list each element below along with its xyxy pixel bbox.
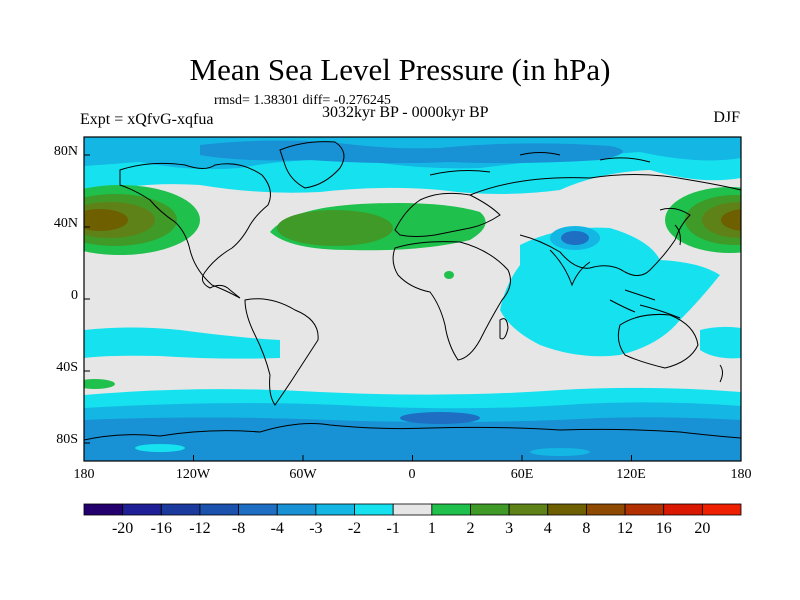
colorbar-swatch (199, 503, 239, 516)
colorbar-label: -12 (189, 520, 211, 537)
colorbar-label: -3 (309, 520, 323, 537)
south-pacific-positive (84, 379, 115, 389)
n-pacific-high-right-core (721, 209, 741, 231)
lon-label-180w: 180 (73, 467, 95, 482)
colorbar-swatch (315, 503, 355, 516)
south-america-coast (244, 298, 319, 406)
india-coast (549, 249, 591, 287)
colorbar-swatch (160, 503, 201, 516)
africa-coast (392, 241, 511, 361)
colorbar-label: 16 (655, 520, 672, 537)
colorbar (83, 503, 742, 516)
colorbar-swatch (83, 503, 124, 516)
colorbar-swatch (508, 503, 549, 516)
experiment-label: Expt = xQfvG-xqfua (80, 111, 214, 128)
colorbar-swatch (122, 503, 162, 516)
antarctic-negative-core (400, 412, 480, 424)
colorbar-label: -1 (386, 520, 400, 537)
lat-label-40s: 40S (56, 360, 78, 375)
colorbar-label: 20 (694, 520, 711, 537)
lon-label-120w: 120W (175, 467, 211, 482)
antarctica-coast (84, 423, 741, 441)
south-pacific-negative (84, 327, 280, 359)
se-asia-islands (609, 289, 681, 319)
colorbar-label: 8 (582, 520, 591, 537)
lon-label-180e: 180 (730, 467, 752, 482)
colorbar-label: 2 (466, 520, 475, 537)
colorbar-label: 12 (617, 520, 634, 537)
axis-ticks (83, 154, 742, 461)
arctic-islands (429, 152, 651, 176)
lon-label-0: 0 (408, 467, 416, 482)
antarctic-pos-patch-2 (530, 448, 590, 456)
colorbar-swatch (701, 503, 742, 516)
colorbar-swatch (663, 503, 703, 516)
colorbar-swatch (431, 503, 471, 516)
rmsd-stats: rmsd= 1.38301 diff= -0.276245 (214, 93, 391, 108)
japan-coast (674, 224, 681, 246)
colorbar-label: -8 (231, 520, 246, 537)
antarctic-pos-patch-1 (135, 444, 185, 452)
australia-coast (617, 314, 699, 369)
season-label: DJF (713, 109, 740, 126)
colorbar-swatch (238, 503, 278, 516)
colorbar-swatch (624, 503, 665, 516)
time-period: 3032kyr BP - 0000kyr BP (322, 104, 489, 121)
colorbar-swatch (354, 503, 394, 516)
indian-ocean-negative (500, 227, 720, 357)
colorbar-swatch (586, 503, 626, 516)
colorbar-swatch (276, 503, 317, 516)
colorbar-label: 3 (505, 520, 514, 537)
tibet-negative-core (561, 231, 589, 245)
n-atlantic-high-inner (277, 210, 393, 246)
north-america-coast (119, 162, 271, 299)
lon-label-60w: 60W (289, 467, 317, 482)
n-pacific-high-left-core (84, 209, 128, 231)
coastlines (84, 141, 741, 441)
lat-label-0: 0 (71, 288, 78, 303)
europe-coast (394, 192, 501, 237)
colorbar-label: -4 (270, 520, 284, 537)
colorbar-label: 4 (543, 520, 552, 537)
lat-label-80s: 80S (56, 432, 78, 447)
chart-title: Mean Sea Level Pressure (in hPa) (189, 52, 611, 87)
colorbar-label: -2 (347, 520, 362, 537)
pressure-field (84, 137, 741, 461)
colorbar-label: -20 (111, 520, 134, 537)
colorbar-swatch (470, 503, 510, 516)
lat-label-80n: 80N (53, 144, 78, 159)
colorbar-label: -16 (150, 520, 172, 537)
colorbar-swatch (547, 503, 587, 516)
greenland-coast (279, 141, 345, 189)
lat-label-40n: 40N (53, 216, 78, 231)
arctic-strong-negative (200, 140, 623, 164)
madagascar-coast (499, 318, 509, 340)
africa-positive-patch (444, 271, 454, 279)
colorbar-swatch (392, 503, 433, 516)
asia-coast (469, 173, 741, 276)
colorbar-label: 1 (427, 520, 436, 537)
lon-label-60e: 60E (510, 467, 534, 482)
lon-label-120e: 120E (616, 467, 646, 482)
new-zealand-coast (719, 364, 723, 383)
east-pacific-negative (700, 326, 741, 359)
